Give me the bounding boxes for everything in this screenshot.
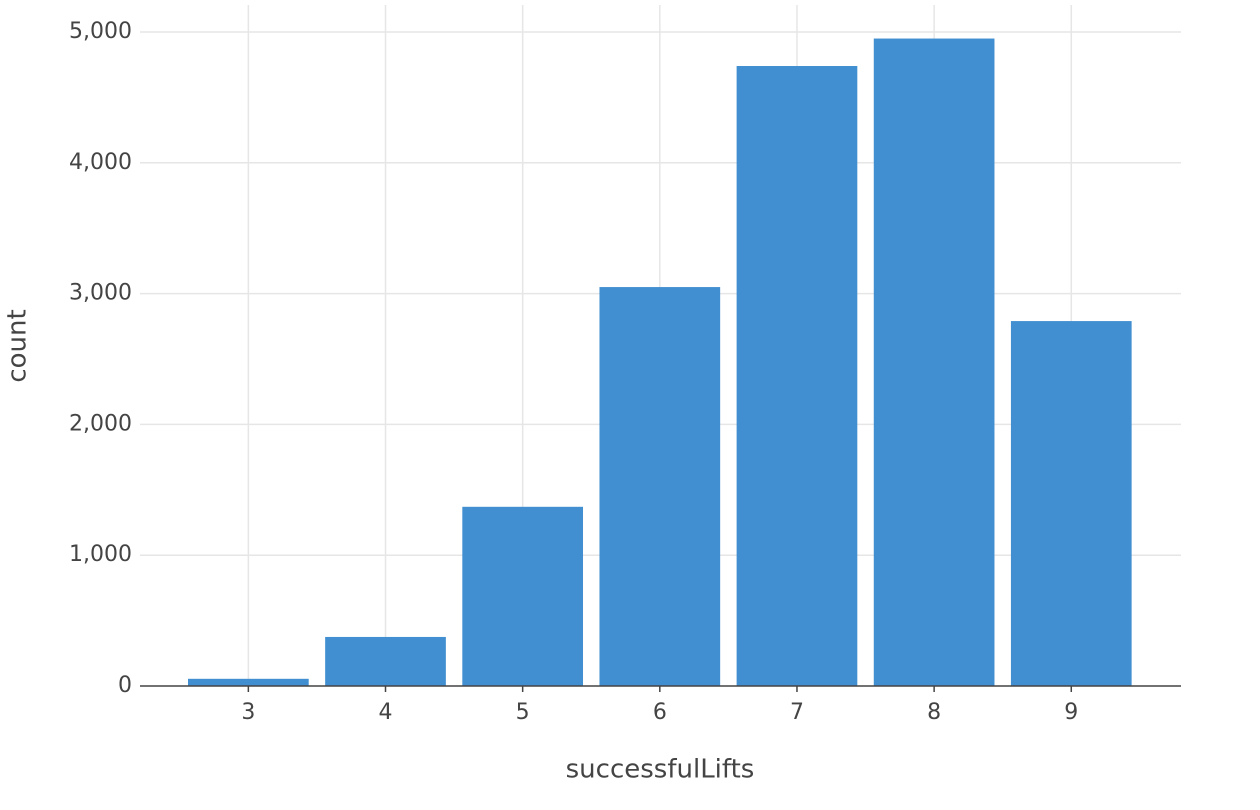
y-tick-label: 2,000 — [69, 411, 132, 436]
x-tick-label: 8 — [927, 700, 941, 725]
bar — [1010, 321, 1132, 686]
bar — [462, 506, 584, 686]
bar — [325, 636, 446, 686]
x-tick-label: 6 — [653, 700, 667, 725]
x-axis-label: successfulLifts — [566, 755, 755, 785]
x-tick-label: 3 — [241, 700, 255, 725]
bar — [736, 66, 858, 687]
x-tick-label: 9 — [1064, 700, 1078, 725]
y-tick-label: 5,000 — [69, 19, 132, 44]
y-tick-label: 3,000 — [69, 281, 132, 306]
x-tick-label: 4 — [379, 700, 393, 725]
bar — [599, 287, 721, 686]
y-tick-label: 4,000 — [69, 150, 132, 175]
y-tick-label: 0 — [118, 673, 132, 698]
y-axis-label: count — [3, 309, 33, 382]
bar — [188, 678, 309, 686]
y-tick-label: 1,000 — [69, 542, 132, 567]
bar — [873, 38, 995, 687]
x-tick-label: 5 — [516, 700, 530, 725]
x-tick-label: 7 — [790, 700, 804, 725]
